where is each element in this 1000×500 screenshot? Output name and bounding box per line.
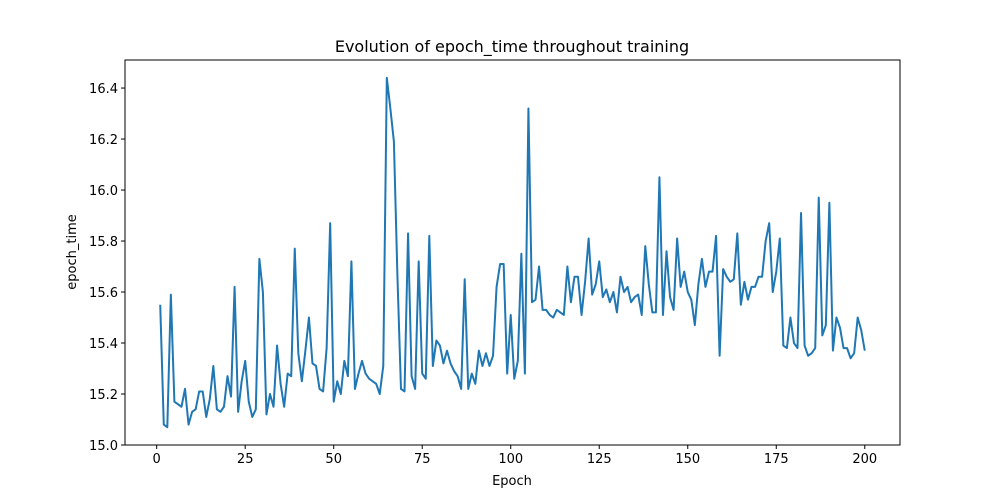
x-tick-label: 125 [587,452,612,467]
y-tick-label: 16.0 [89,184,118,199]
data-line [159,76,866,429]
x-tick-label: 150 [675,452,700,467]
x-tick-label: 50 [325,452,342,467]
x-tick-label: 75 [414,452,431,467]
x-axis-label: Epoch [492,474,532,489]
x-tick-label: 0 [153,452,161,467]
y-tick-label: 15.0 [89,439,118,454]
y-tick-label: 15.4 [89,337,118,352]
y-tick-label: 15.2 [89,388,118,403]
y-tick-label: 16.4 [89,82,118,97]
x-tick-label: 175 [764,452,789,467]
y-tick-label: 15.8 [89,235,118,250]
x-tick-label: 100 [498,452,523,467]
x-tick-label: 200 [852,452,877,467]
y-tick-label: 16.2 [89,133,118,148]
y-axis-label: epoch_time [65,214,80,289]
chart-title: Evolution of epoch_time throughout train… [335,37,689,57]
x-tick-label: 25 [237,452,254,467]
y-tick-label: 15.6 [89,286,118,301]
plot-frame [124,59,901,446]
